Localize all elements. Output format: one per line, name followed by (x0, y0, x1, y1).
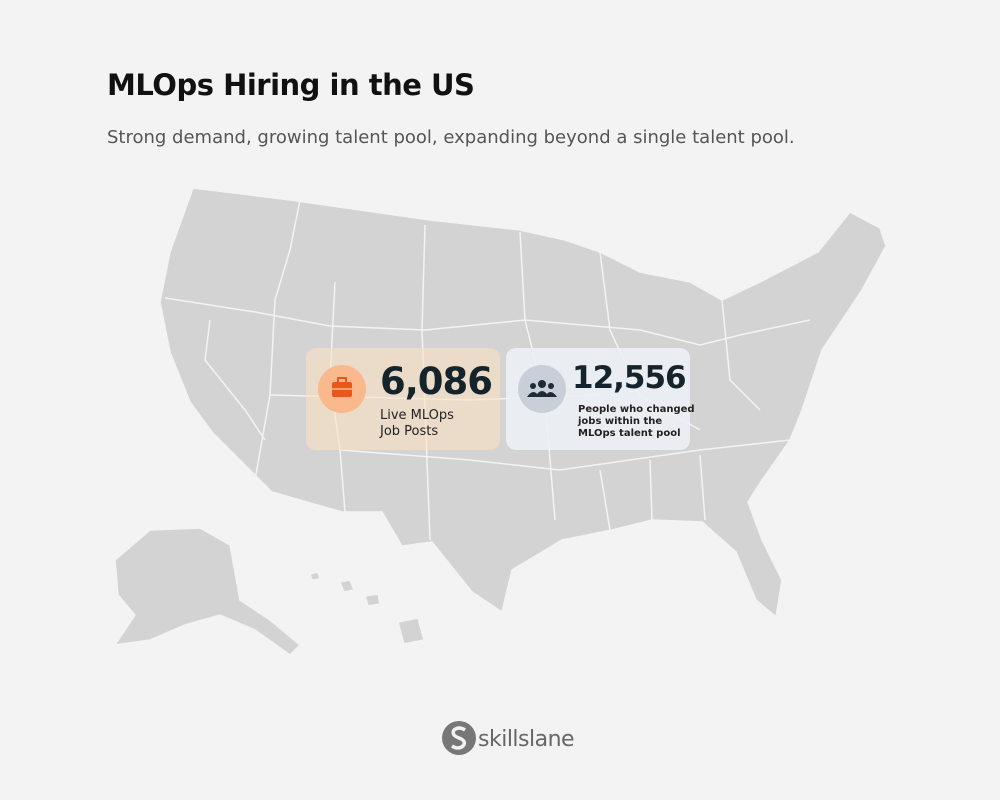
title: MLOps Hiring in the US (107, 68, 475, 102)
people (527, 380, 557, 397)
stat-label: People who changed jobs within the MLOps… (578, 404, 695, 439)
brand-logo (442, 721, 476, 755)
stat-label: Live MLOps Job Posts (380, 408, 454, 439)
brand-name: skillslane (478, 727, 575, 752)
stat-value: 6,086 (380, 360, 493, 403)
hawaii (309, 571, 425, 645)
briefcase-icon (318, 365, 366, 413)
talent-pool-card: 12,556 People who changed jobs within th… (506, 348, 695, 450)
subtitle: Strong demand, growing talent pool, expa… (107, 127, 795, 148)
stat-value: 12,556 (572, 360, 687, 396)
alaska (113, 527, 302, 656)
people-icon (518, 365, 566, 413)
job-posts-card: 6,086 Live MLOps Job Posts (306, 348, 500, 450)
briefcase (332, 377, 352, 397)
